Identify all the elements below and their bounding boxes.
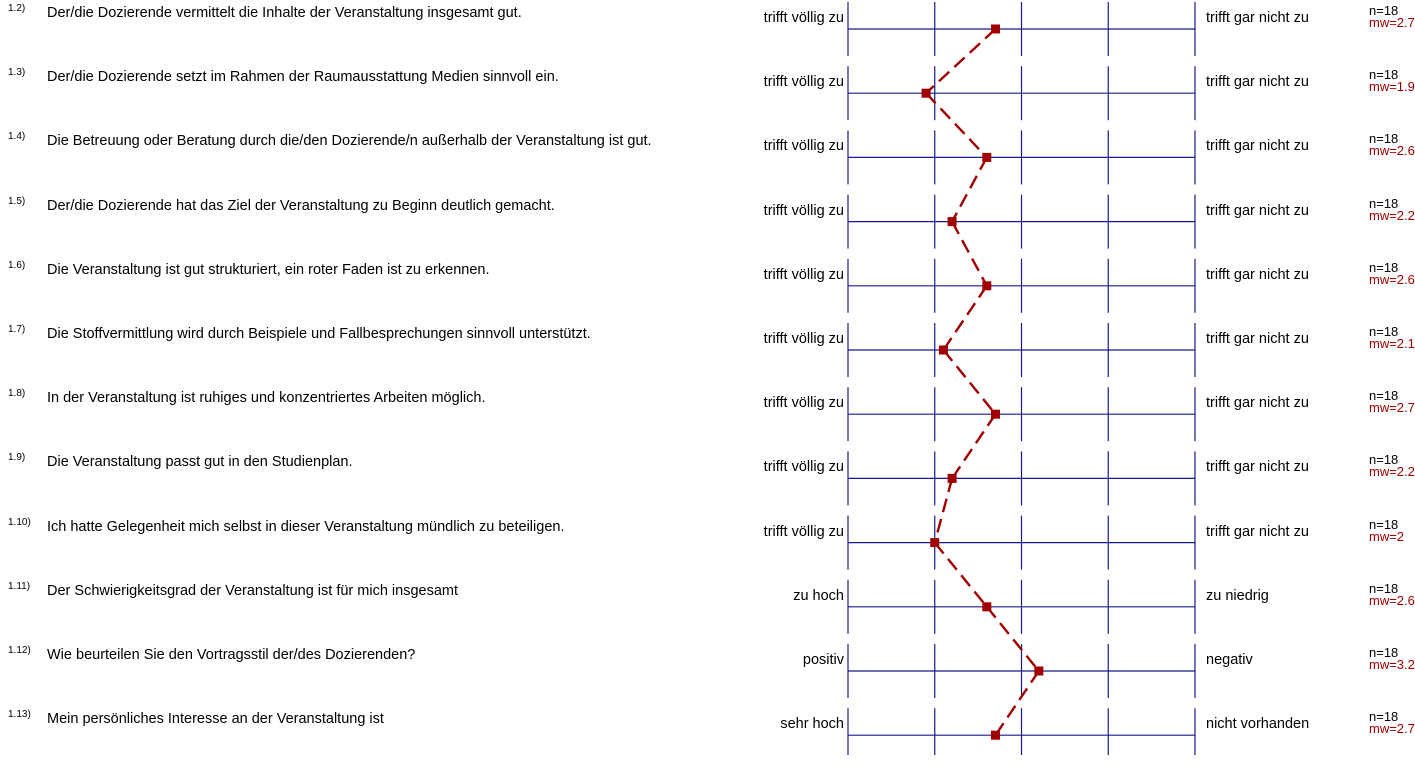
item-row: 1.8) In der Veranstaltung ist ruhiges und…	[0, 385, 1415, 449]
item-row: 1.10) Ich hatte Gelegenheit mich selbst i…	[0, 514, 1415, 578]
item-row: 1.9) Die Veranstaltung passt gut in den S…	[0, 449, 1415, 513]
item-question: Die Veranstaltung passt gut in den Studi…	[47, 454, 353, 471]
left-pole-label: trifft völlig zu	[763, 138, 844, 155]
right-pole-label: trifft gar nicht zu	[1206, 138, 1309, 155]
left-pole-label: trifft völlig zu	[763, 10, 844, 26]
item-question: In der Veranstaltung ist ruhiges und kon…	[47, 390, 486, 407]
item-question: Mein persönliches Interesse an der Veran…	[47, 711, 384, 728]
sample-size-label: n=18	[1369, 131, 1399, 147]
item-question: Der/die Dozierende hat das Ziel der Vera…	[47, 197, 555, 214]
item-number: 1.5)	[8, 195, 26, 207]
mean-value-label: mw=1.9	[1369, 79, 1415, 95]
mean-value-label: mw=3.2	[1369, 657, 1415, 672]
item-question: Die Stoffvermittlung wird durch Beispiel…	[47, 326, 591, 342]
item-row: 1.4) Die Betreuung oder Beratung durch di…	[0, 128, 1415, 192]
item-row: 1.6) Die Veranstaltung ist gut strukturie…	[0, 257, 1415, 321]
mean-value-label: mw=2.7	[1369, 15, 1415, 30]
sample-size-label: n=18	[1369, 67, 1399, 83]
item-number: 1.9)	[8, 452, 26, 464]
mean-value-label: mw=2.7	[1369, 721, 1415, 737]
sample-size-label: n=18	[1369, 516, 1399, 532]
sample-size-label: n=18	[1369, 580, 1399, 596]
right-pole-label: trifft gar nicht zu	[1206, 523, 1309, 540]
item-row: 1.13) Mein persönliches Interesse an der …	[0, 706, 1415, 770]
item-number: 1.8)	[8, 388, 26, 400]
item-question: Wie beurteilen Sie den Vortragsstil der/…	[47, 647, 416, 663]
item-row: 1.11) Der Schwierigkeitsgrad der Veransta…	[0, 578, 1415, 642]
item-number: 1.7)	[8, 324, 26, 335]
sample-size-label: n=18	[1369, 195, 1399, 211]
right-pole-label: nicht vorhanden	[1206, 716, 1310, 733]
right-pole-label: trifft gar nicht zu	[1206, 202, 1309, 219]
right-pole-label: trifft gar nicht zu	[1206, 395, 1309, 412]
sample-size-label: n=18	[1369, 3, 1399, 18]
sample-size-label: n=18	[1369, 645, 1399, 660]
right-pole-label: trifft gar nicht zu	[1206, 74, 1309, 91]
right-pole-label: trifft gar nicht zu	[1206, 266, 1309, 283]
left-pole-label: sehr hoch	[780, 716, 844, 733]
right-pole-label: trifft gar nicht zu	[1206, 331, 1309, 347]
right-pole-label: zu niedrig	[1206, 587, 1269, 604]
item-number: 1.2)	[8, 3, 26, 14]
item-row: 1.2) Der/die Dozierende vermittelt die In…	[0, 0, 1415, 64]
item-row: 1.5) Der/die Dozierende hat das Ziel der …	[0, 193, 1415, 257]
mean-value-label: mw=2.6	[1369, 592, 1415, 608]
item-row: 1.7) Die Stoffvermittlung wird durch Beis…	[0, 321, 1415, 385]
left-pole-label: trifft völlig zu	[763, 523, 844, 540]
left-pole-label: trifft völlig zu	[763, 266, 844, 283]
item-question: Die Betreuung oder Beratung durch die/de…	[47, 133, 652, 150]
item-question: Der/die Dozierende vermittelt die Inhalt…	[47, 5, 522, 21]
left-pole-label: trifft völlig zu	[763, 459, 844, 476]
item-number: 1.13)	[8, 709, 31, 721]
item-number: 1.12)	[8, 645, 31, 656]
mean-value-label: mw=2.2	[1369, 207, 1415, 223]
mean-value-label: mw=2.7	[1369, 400, 1415, 416]
sample-size-label: n=18	[1369, 709, 1399, 725]
item-number: 1.10)	[8, 516, 31, 528]
item-question: Der Schwierigkeitsgrad der Veranstaltung…	[47, 582, 459, 599]
item-number: 1.6)	[8, 259, 26, 271]
right-pole-label: negativ	[1206, 652, 1253, 668]
right-pole-label: trifft gar nicht zu	[1206, 10, 1309, 26]
sample-size-label: n=18	[1369, 388, 1399, 404]
left-pole-label: zu hoch	[793, 587, 844, 604]
item-row: 1.12) Wie beurteilen Sie den Vortragsstil…	[0, 642, 1415, 706]
mean-value-label: mw=2.6	[1369, 143, 1415, 159]
item-row: 1.3) Der/die Dozierende setzt im Rahmen d…	[0, 64, 1415, 128]
mean-value-label: mw=2.6	[1369, 271, 1415, 287]
left-pole-label: trifft völlig zu	[763, 331, 844, 347]
left-pole-label: trifft völlig zu	[763, 395, 844, 412]
left-pole-label: trifft völlig zu	[763, 202, 844, 219]
mean-value-label: mw=2.2	[1369, 464, 1415, 480]
item-question: Die Veranstaltung ist gut strukturiert, …	[47, 261, 490, 278]
sample-size-label: n=18	[1369, 324, 1399, 339]
sample-size-label: n=18	[1369, 452, 1399, 468]
item-question: Ich hatte Gelegenheit mich selbst in die…	[47, 518, 565, 535]
right-pole-label: trifft gar nicht zu	[1206, 459, 1309, 476]
left-pole-label: trifft völlig zu	[763, 74, 844, 91]
sample-size-label: n=18	[1369, 259, 1399, 275]
item-number: 1.11)	[8, 580, 31, 592]
item-question: Der/die Dozierende setzt im Rahmen der R…	[47, 69, 559, 86]
item-number: 1.4)	[8, 131, 26, 143]
left-pole-label: positiv	[802, 652, 844, 668]
mean-value-label: mw=2	[1369, 528, 1405, 544]
mean-value-label: mw=2.1	[1369, 336, 1415, 351]
item-number: 1.3)	[8, 67, 26, 79]
